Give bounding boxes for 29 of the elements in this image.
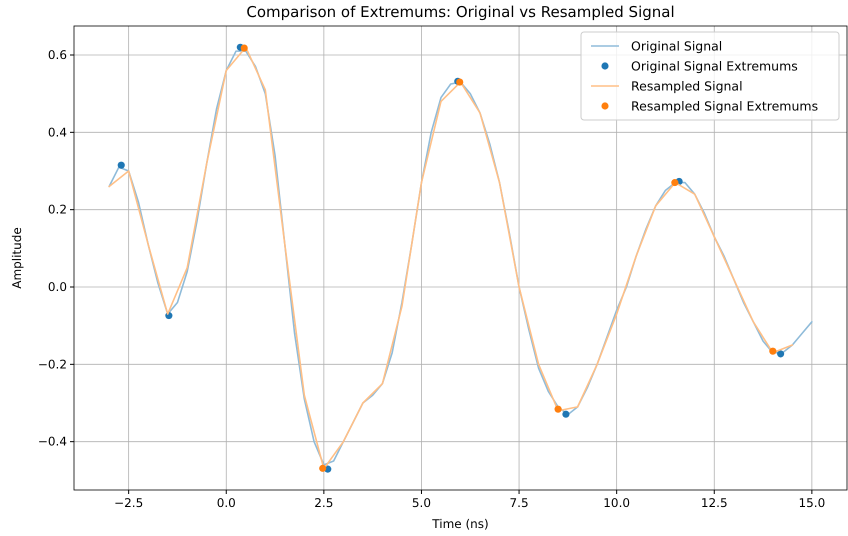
y-axis-title: Amplitude: [10, 227, 24, 289]
x-axis-title: Time (ns): [431, 517, 489, 531]
x-tick-label: 10.0: [603, 496, 630, 510]
x-tick-label: 2.5: [314, 496, 334, 510]
point: [118, 162, 125, 169]
x-tick-label: 12.5: [700, 496, 728, 510]
legend-label: Resampled Signal Extremums: [631, 98, 818, 114]
legend-label: Original Signal Extremums: [631, 58, 798, 74]
point: [319, 464, 326, 472]
point: [240, 44, 248, 52]
x-tick-label: 15.0: [798, 496, 826, 510]
x-tick-label: −2.5: [114, 496, 144, 510]
point: [554, 406, 562, 413]
point: [671, 179, 678, 186]
point: [777, 350, 784, 358]
y-tick-label: 0.4: [48, 125, 67, 140]
x-tick-label: 0.0: [216, 496, 236, 510]
y-tick-label: 0.6: [48, 48, 67, 62]
y-tick-label: −0.2: [38, 357, 67, 372]
legend-label: Resampled Signal: [631, 78, 743, 94]
legend-label: Original Signal: [631, 38, 722, 54]
x-tick-label: 7.5: [510, 496, 529, 510]
x-tick-label: 5.0: [412, 496, 432, 510]
point: [562, 410, 570, 418]
chart-title: Comparison of Extremums: Original vs Resampled Signal: [246, 3, 675, 21]
y-tick-label: −0.4: [38, 434, 67, 449]
y-tick-label: 0.2: [48, 202, 67, 217]
y-tick-label: 0.0: [48, 280, 67, 294]
point: [769, 348, 776, 355]
